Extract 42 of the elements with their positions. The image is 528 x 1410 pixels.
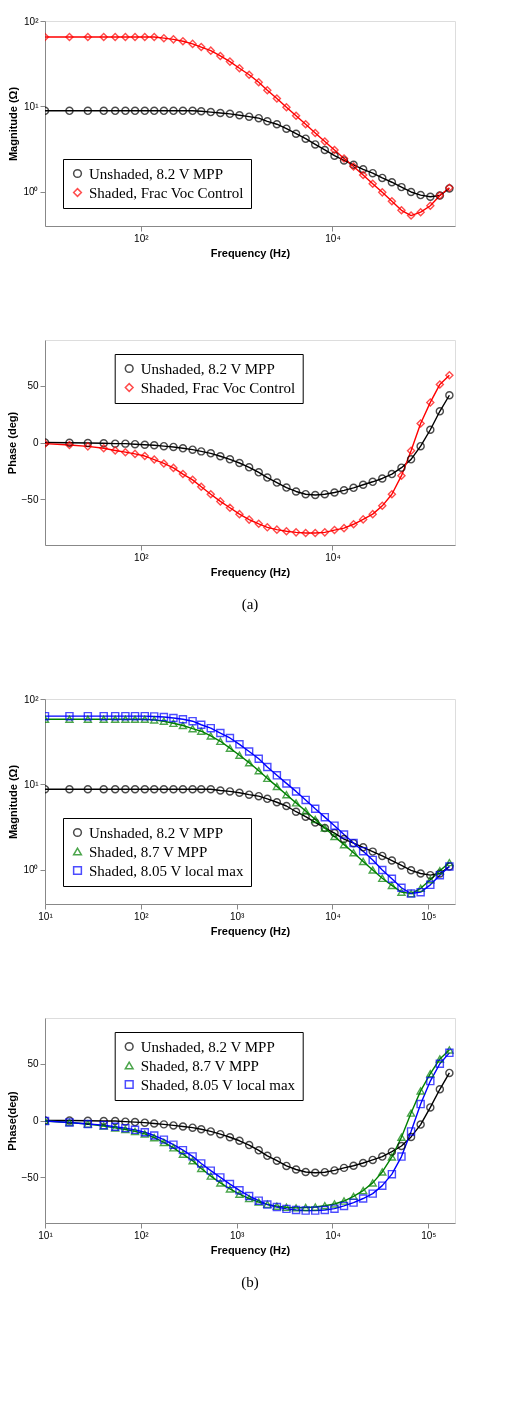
y-axis-title: Phase(deg)	[5, 1091, 18, 1151]
x-tick-label: 10⁴	[325, 910, 341, 922]
legend-label: Shaded, Frac Voc Control	[140, 379, 296, 396]
y-tick-label: −50	[21, 493, 39, 505]
legend-label: Shaded, Frac Voc Control	[89, 184, 244, 201]
legend-label: Unshaded, 8.2 V MPP	[89, 824, 224, 841]
y-tick-label: 10²	[24, 15, 40, 27]
y-tick-label: 50	[27, 1058, 39, 1070]
x-tick-label: 10⁵	[421, 1229, 437, 1241]
x-tick-label: 10⁴	[325, 1229, 341, 1241]
y-tick-label: 10⁰	[23, 186, 39, 198]
y-axis-title: Magnitude (Ω)	[7, 86, 20, 162]
y-tick-label: 10¹	[24, 100, 40, 112]
x-axis-title: Frequency (Hz)	[210, 565, 291, 578]
legend-label: Shaded, 8.7 V MPP	[89, 843, 208, 860]
y-tick-label: 10²	[24, 693, 40, 705]
x-axis-title: Frequency (Hz)	[210, 1243, 291, 1256]
x-axis-title: Frequency (Hz)	[210, 246, 291, 259]
y-tick-label: 10¹	[24, 778, 40, 790]
x-axis-title: Frequency (Hz)	[210, 924, 291, 937]
y-tick-label: 50	[27, 380, 39, 392]
y-tick-label: 0	[32, 437, 39, 448]
x-tick-label: 10³	[229, 910, 246, 922]
legend-label: Shaded, 8.05 V local max	[140, 1076, 296, 1093]
y-axis-title: Phase (deg)	[5, 411, 18, 475]
legend-label: Unshaded, 8.2 V MPP	[140, 1038, 275, 1055]
legend-label: Shaded, 8.7 V MPP	[140, 1057, 259, 1074]
x-tick-label: 10²	[134, 1229, 150, 1241]
y-tick-label: 0	[32, 1115, 39, 1126]
y-tick-label: 10⁰	[23, 864, 39, 876]
y-tick-label: −50	[21, 1171, 39, 1183]
legend-label: Shaded, 8.05 V local max	[89, 862, 244, 879]
x-tick-label: 10²	[134, 910, 150, 922]
legend-label: Unshaded, 8.2 V MPP	[140, 360, 275, 377]
x-tick-label: 10⁴	[325, 232, 341, 244]
x-tick-label: 10⁴	[325, 551, 341, 563]
y-axis-title: Magnitude (Ω)	[7, 764, 20, 840]
legend-label: Unshaded, 8.2 V MPP	[89, 165, 224, 182]
text: (b)	[241, 1274, 259, 1291]
text: (a)	[241, 596, 259, 613]
x-tick-label: 10⁵	[421, 910, 437, 922]
x-tick-label: 10³	[229, 1229, 246, 1241]
